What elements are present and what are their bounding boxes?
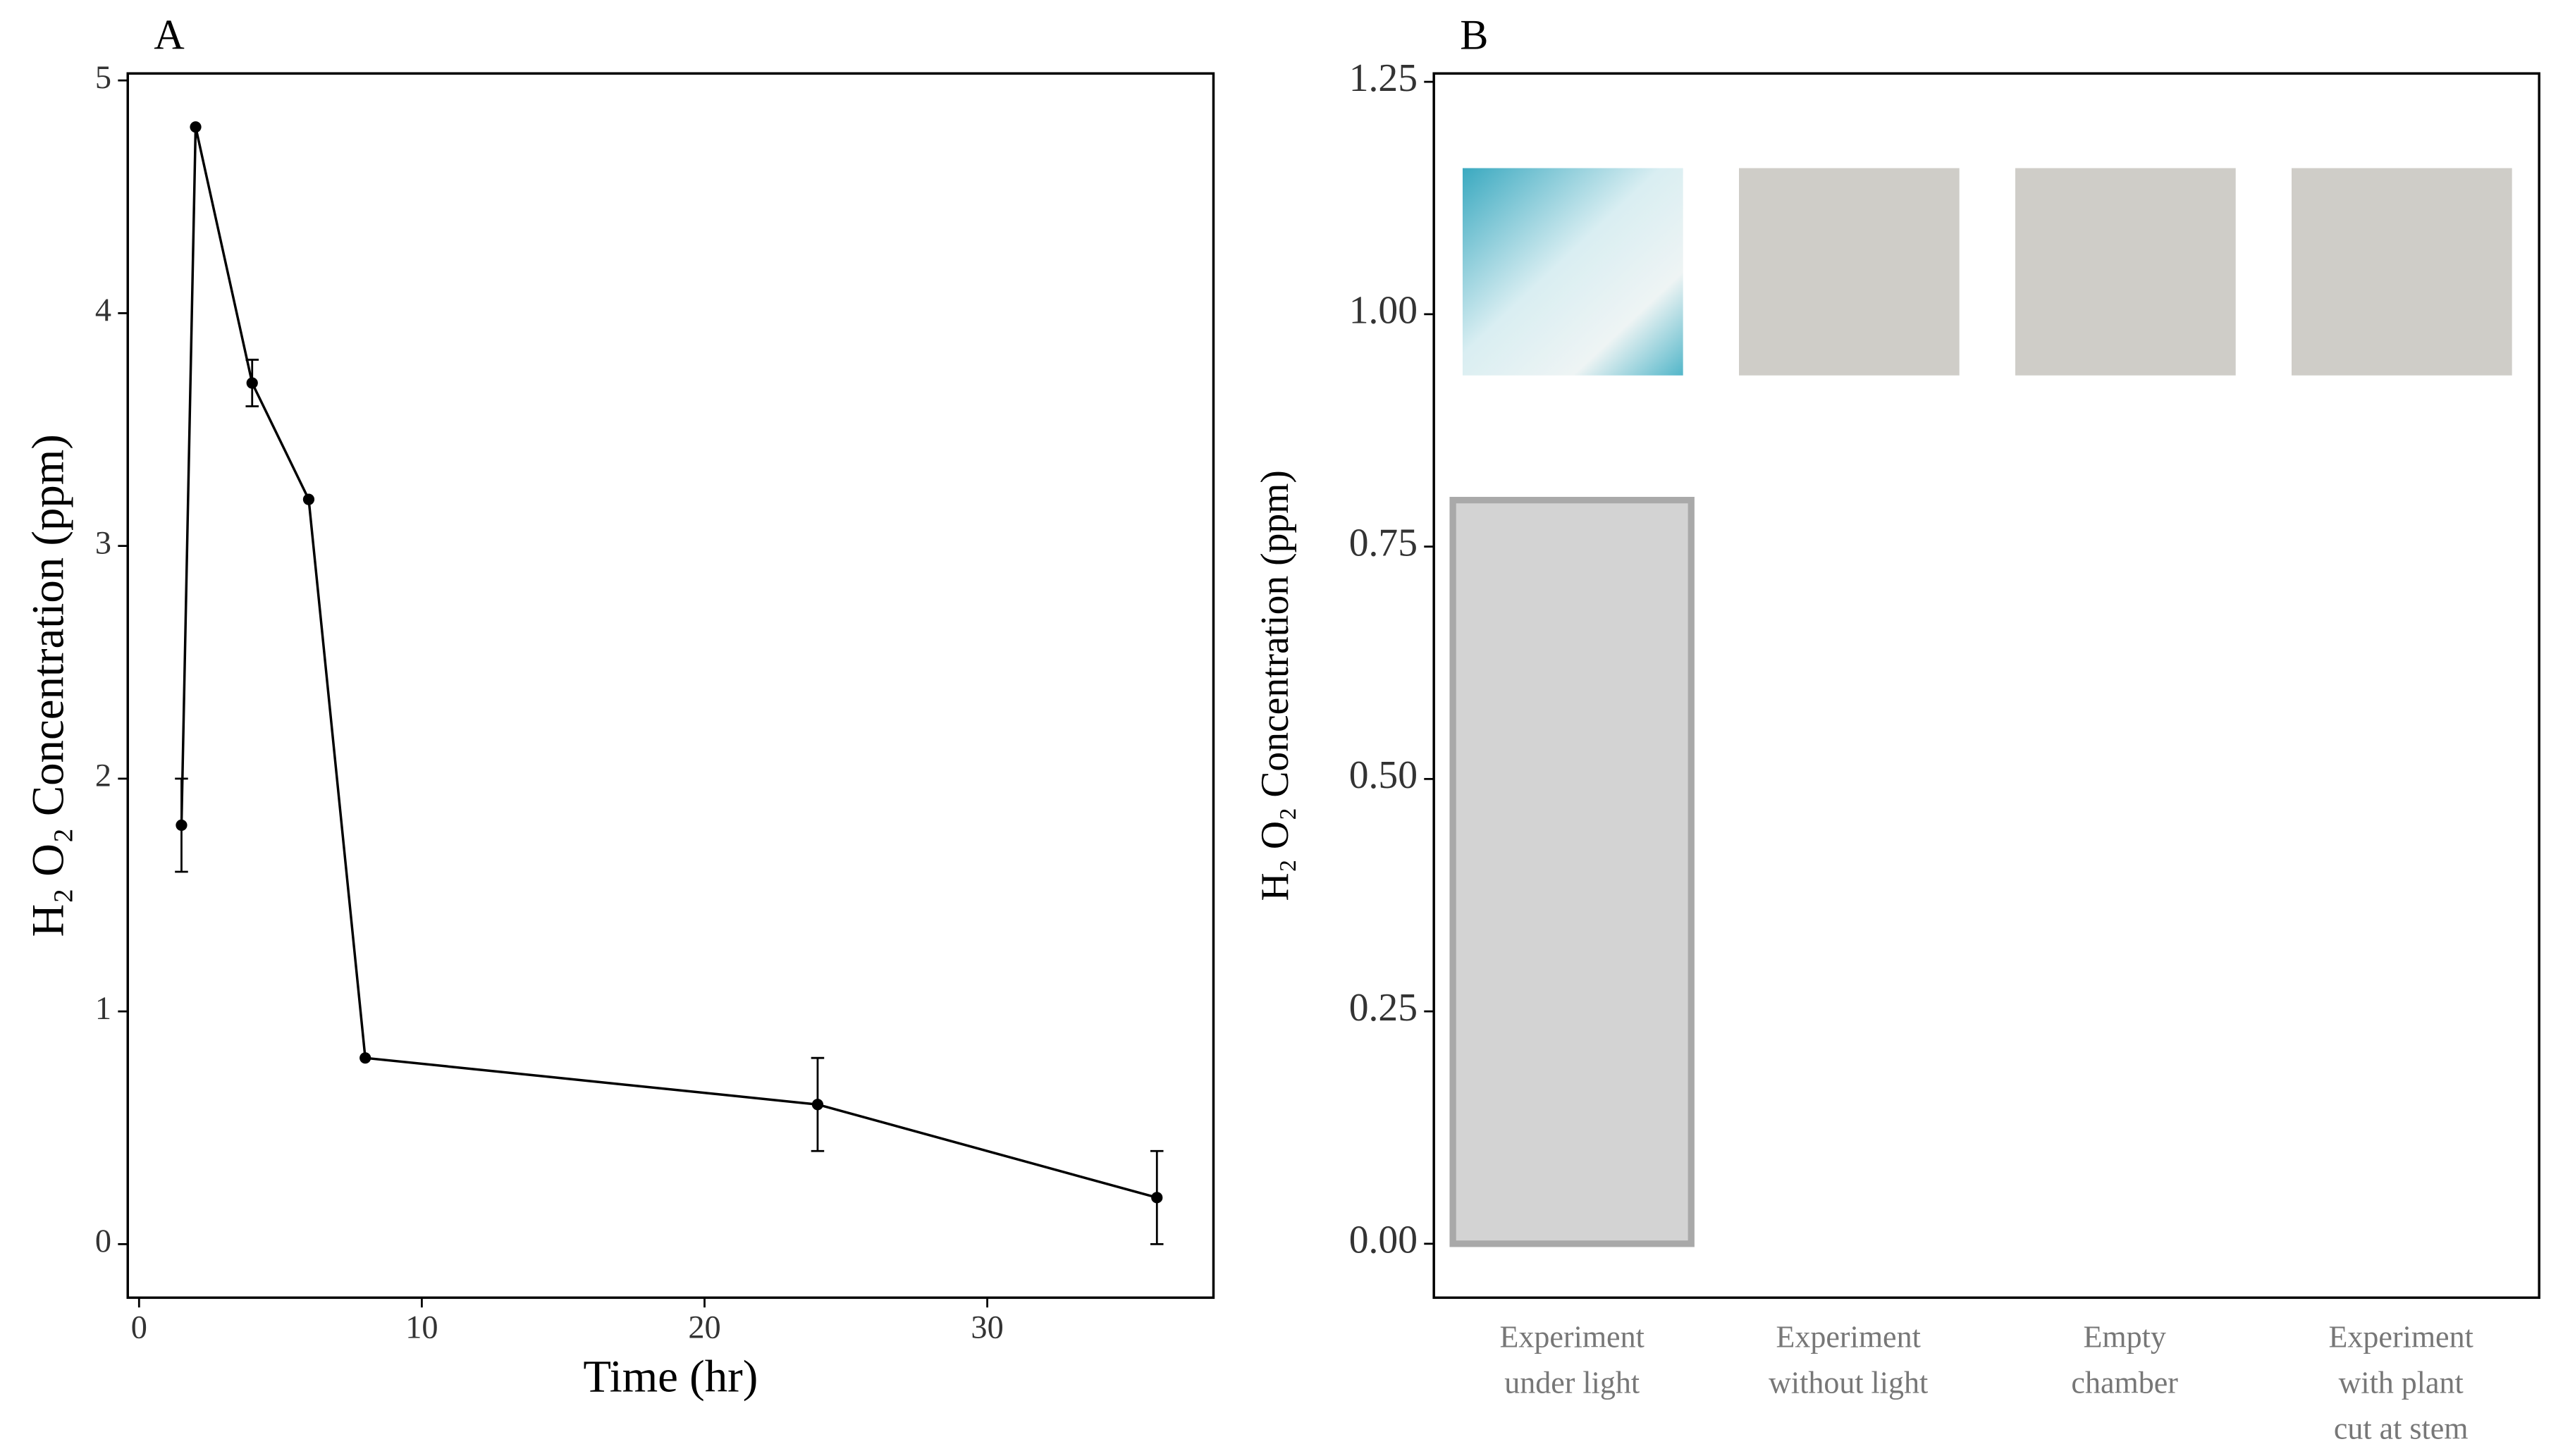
y-tick-label: 4	[95, 292, 111, 328]
x-tick-label: 20	[688, 1309, 720, 1345]
data-point	[176, 819, 188, 832]
y-tick-label: 0.00	[1349, 1219, 1418, 1262]
plot-frame	[1432, 72, 2540, 1300]
y-tick-label: 2	[95, 758, 111, 794]
test-strip-image	[1738, 168, 1960, 376]
y-tick-label: 3	[95, 525, 111, 561]
x-tick-label: 0	[131, 1309, 147, 1345]
data-point	[1151, 1192, 1163, 1204]
data-point	[246, 377, 258, 389]
data-point	[190, 121, 202, 133]
data-line	[180, 126, 1157, 1199]
panel-label: A	[154, 11, 185, 58]
y-tick-label: 5	[95, 60, 111, 96]
y-tick-label: 0.25	[1349, 986, 1418, 1030]
x-tick-label: chamber	[2071, 1365, 2178, 1400]
data-point	[302, 493, 315, 505]
panel-label: B	[1460, 11, 1488, 58]
x-tick-label: Experiment	[1776, 1320, 1921, 1355]
test-strip-image	[2292, 168, 2512, 376]
data-point	[359, 1052, 371, 1064]
x-tick-label: 10	[405, 1309, 438, 1345]
data-point	[811, 1099, 824, 1111]
test-strip-image	[2015, 168, 2236, 376]
test-strip-image	[1462, 168, 1683, 376]
y-tick-label: 1.25	[1349, 56, 1418, 100]
y-tick-label: 0	[95, 1223, 111, 1259]
y-tick-label: 0.75	[1349, 521, 1418, 564]
y-tick-label: 1	[95, 991, 111, 1027]
x-tick-label: with plant	[2339, 1365, 2464, 1400]
x-tick-label: Experiment	[2329, 1320, 2473, 1355]
x-tick-label: without light	[1769, 1365, 1928, 1400]
y-tick-label: 0.50	[1349, 753, 1418, 797]
y-axis-title: H₂ O₂ Concentration (ppm)	[1253, 470, 1297, 901]
x-tick-label: cut at stem	[2334, 1411, 2469, 1445]
plot-frame	[126, 72, 1215, 1300]
x-tick-label: Empty	[2084, 1320, 2166, 1355]
x-tick-label: under light	[1504, 1365, 1640, 1400]
bar	[1449, 497, 1695, 1247]
x-tick-label: Experiment	[1500, 1320, 1645, 1355]
y-axis-title: H₂ O₂ Concentration (ppm)	[23, 434, 74, 937]
y-tick-label: 1.00	[1349, 289, 1418, 333]
x-tick-label: 30	[971, 1309, 1003, 1345]
x-axis-title: Time (hr)	[583, 1351, 758, 1402]
